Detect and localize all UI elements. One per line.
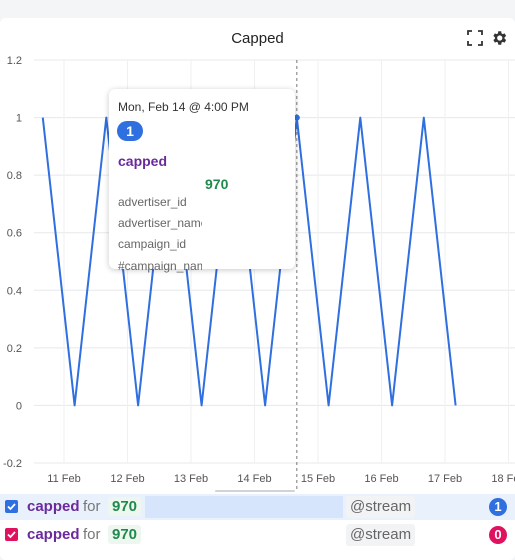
legend-spacer [145, 524, 343, 546]
legend-stream: @stream [346, 496, 416, 518]
tooltip-date: Mon, Feb 14 @ 4:00 PM [118, 100, 249, 114]
legend-checkbox[interactable] [5, 528, 18, 541]
tooltip: Mon, Feb 14 @ 4:00 PM 1 capped advertise… [109, 89, 295, 273]
legend-row[interactable]: capped for 970 @stream 0 [0, 522, 515, 548]
tooltip-field-value: 970 [205, 176, 229, 192]
tooltip-field-advertiser-id: advertiser_id [118, 195, 187, 209]
tooltip-field-campaign-name: #campaign_name [118, 259, 202, 273]
legend-checkbox[interactable] [5, 500, 18, 513]
legend-stream: @stream [346, 524, 416, 546]
panel-title: Capped [231, 30, 284, 47]
x-axis: 11 Feb 12 Feb 13 Feb 14 Feb 15 Feb 16 Feb 17 F… [47, 473, 515, 485]
tooltip-series-name: capped [118, 153, 168, 169]
tooltip-field-advertiser-name: advertiser_name [118, 216, 202, 230]
x-tick-label: 14 Feb [237, 473, 271, 485]
x-tick-label: 17 Feb [428, 473, 462, 485]
x-tick-label: 12 Feb [110, 473, 144, 485]
x-tick-label: 11 Feb [47, 473, 80, 485]
tooltip-field-campaign-id: campaign_id [118, 237, 187, 251]
y-axis: -0.2 0 0.2 0.4 0.6 0.8 1 1.2 [3, 55, 22, 470]
y-tick-label: 0.2 [7, 343, 22, 355]
legend-count-badge: 1 [489, 498, 507, 516]
tooltip-count-badge: 1 [117, 121, 143, 141]
y-tick-label: 0 [16, 400, 22, 412]
legend-for-label: for [83, 498, 101, 515]
y-tick-label: -0.2 [3, 458, 22, 470]
fullscreen-icon[interactable] [466, 29, 484, 47]
legend-value: 970 [108, 525, 142, 544]
legend-count-badge: 0 [489, 526, 507, 544]
y-tick-label: 1.2 [7, 55, 22, 67]
x-tick-label: 16 Feb [364, 473, 398, 485]
legend-value: 970 [108, 497, 142, 516]
gear-icon[interactable] [490, 29, 508, 47]
y-tick-label: 1 [16, 113, 22, 125]
x-tick-label: 18 Feb [491, 473, 515, 485]
legend-series-name: capped [27, 526, 80, 543]
legend-for-label: for [83, 526, 101, 543]
x-tick-label: 15 Feb [301, 473, 335, 485]
y-tick-label: 0.6 [7, 228, 22, 240]
y-tick-label: 0.4 [7, 285, 22, 297]
y-tick-label: 0.8 [7, 170, 22, 182]
hover-point [293, 114, 300, 121]
legend-spacer [145, 496, 343, 518]
x-scrollbar[interactable] [215, 490, 295, 492]
x-tick-label: 13 Feb [174, 473, 208, 485]
legend-series-name: capped [27, 498, 80, 515]
legend-row[interactable]: capped for 970 @stream 1 [0, 494, 515, 520]
